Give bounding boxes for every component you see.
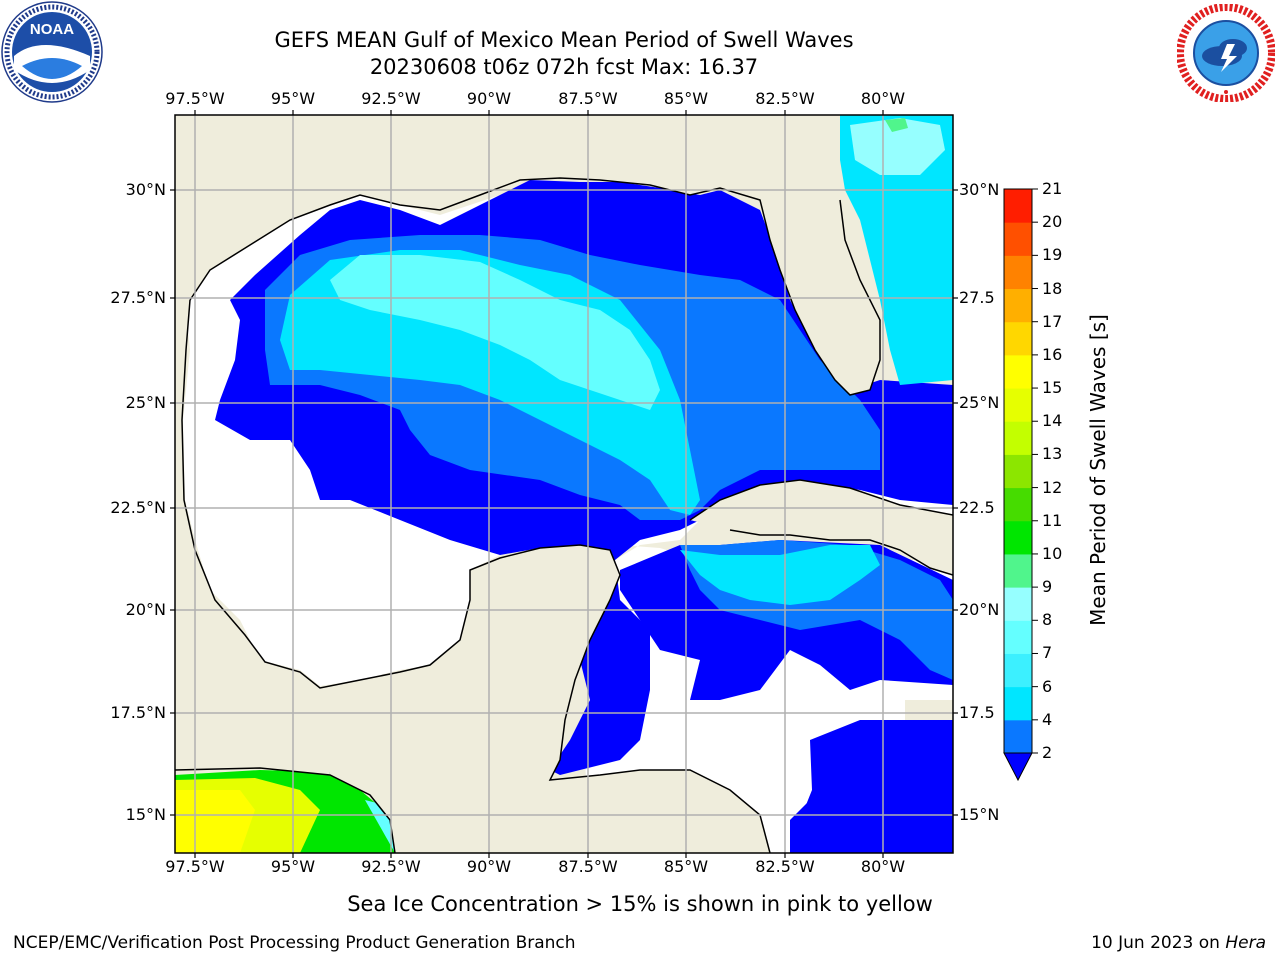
lon-tick-label: 85°W bbox=[663, 89, 709, 108]
colorbar-segment bbox=[1004, 421, 1032, 455]
colorbar-segment bbox=[1004, 487, 1032, 522]
us-gulf-coast-land bbox=[175, 115, 953, 300]
colorbar-tick-label: 19 bbox=[1042, 245, 1063, 265]
colorbar-tick-label: 9 bbox=[1042, 577, 1053, 597]
colorbar-tick-label: 6 bbox=[1042, 676, 1053, 696]
swell-4-6-area-caribbean bbox=[680, 545, 880, 605]
lat-tick-label: 15°N bbox=[125, 805, 166, 824]
colorbar-tick-label: 17 bbox=[1042, 311, 1063, 331]
lon-tick-label: 80°W bbox=[860, 857, 906, 876]
sea-ice-note-text: Sea Ice Concentration > 15% is shown in … bbox=[347, 892, 933, 916]
colorbar-segment bbox=[1004, 288, 1032, 323]
colorbar-extend-triangle bbox=[1003, 752, 1033, 782]
colorbar-tick-label: 15 bbox=[1042, 378, 1063, 398]
colorbar-tick-label: 10 bbox=[1042, 543, 1063, 563]
colorbar-segments bbox=[1004, 189, 1032, 754]
lat-tick-label: 22.5 bbox=[959, 498, 995, 517]
footer-machine: Hera bbox=[1225, 933, 1266, 953]
colorbar-tick-label: 18 bbox=[1042, 278, 1063, 298]
colorbar-segment bbox=[1004, 321, 1032, 356]
lat-tick-label: 20°N bbox=[125, 600, 166, 619]
axis-tick-marks bbox=[170, 110, 958, 858]
lat-tick-label: 25°N bbox=[125, 393, 166, 412]
colorbar-tick-label: 21 bbox=[1042, 179, 1063, 198]
colorbar-segment bbox=[1004, 222, 1032, 256]
lon-tick-label: 97.5°W bbox=[165, 857, 225, 876]
colorbar-segment bbox=[1004, 520, 1032, 555]
map-frame bbox=[174, 114, 954, 854]
noaa-logo: NOAA bbox=[1, 1, 103, 103]
colorbar-tick-label: 12 bbox=[1042, 477, 1063, 497]
colorbar-segment bbox=[1004, 454, 1032, 489]
map-subtitle: 20230608 t06z 072h fcst Max: 16.37 bbox=[369, 55, 759, 79]
lon-tick-label: 95°W bbox=[270, 89, 316, 108]
lon-tick-label: 87.5°W bbox=[558, 89, 618, 108]
lon-tick-label: 82.5°W bbox=[755, 857, 815, 876]
mexico-land bbox=[175, 300, 330, 775]
colorbar-segment bbox=[1004, 189, 1032, 223]
lat-tick-label: 20°N bbox=[959, 600, 1000, 619]
colorbar-tick-label: 4 bbox=[1042, 709, 1053, 729]
lon-tick-label: 82.5°W bbox=[755, 89, 815, 108]
lat-tick-label: 15°N bbox=[959, 805, 1000, 824]
colorbar-tick-label: 11 bbox=[1042, 510, 1063, 530]
colorbar-tick-label: 8 bbox=[1042, 610, 1053, 630]
swell-4-6-area-atlantic bbox=[840, 115, 953, 385]
colorbar-tick-label: 7 bbox=[1042, 643, 1053, 663]
nws-logo bbox=[1177, 4, 1275, 102]
colorbar-segment bbox=[1004, 620, 1032, 654]
lat-tick-label: 27.5 bbox=[959, 288, 995, 307]
colorbar-tick-label: 13 bbox=[1042, 444, 1063, 464]
colorbar-label-text: Mean Period of Swell Waves [s] bbox=[1086, 314, 1110, 626]
colorbar-segment bbox=[1004, 553, 1032, 588]
colorbar-segment bbox=[1004, 686, 1032, 721]
lon-tick-label: 92.5°W bbox=[361, 857, 421, 876]
swell-6-8-area bbox=[330, 255, 660, 410]
colorbar-segment bbox=[1004, 354, 1032, 389]
noaa-logo-text: NOAA bbox=[30, 21, 74, 38]
colorbar-tick-label: 14 bbox=[1042, 411, 1063, 431]
colorbar-tick-label: 16 bbox=[1042, 344, 1063, 364]
lat-tick-label: 27.5°N bbox=[110, 288, 166, 307]
sea-ice-note: Sea Ice Concentration > 15% is shown in … bbox=[0, 891, 1280, 917]
lat-tick-label: 17.5 bbox=[959, 703, 995, 722]
lon-tick-label: 80°W bbox=[860, 89, 906, 108]
map-title: GEFS MEAN Gulf of Mexico Mean Period of … bbox=[274, 28, 854, 52]
lon-tick-label: 85°W bbox=[663, 857, 709, 876]
yucatan-land bbox=[320, 545, 770, 853]
lat-tick-label: 17.5°N bbox=[110, 703, 166, 722]
graticule bbox=[175, 115, 953, 853]
lat-tick-label: 22.5°N bbox=[110, 498, 166, 517]
colorbar-frame bbox=[1003, 188, 1033, 754]
colorbar-ticks bbox=[1032, 188, 1038, 754]
cuba-land bbox=[690, 480, 953, 575]
lon-tick-label: 87.5°W bbox=[558, 857, 618, 876]
swell-lt2-area-se bbox=[790, 720, 953, 853]
lat-tick-label: 25°N bbox=[959, 393, 1000, 412]
lon-tick-label: 92.5°W bbox=[361, 89, 421, 108]
colorbar-tick-label: 20 bbox=[1042, 212, 1063, 232]
colorbar-segment bbox=[1004, 255, 1032, 290]
lon-tick-label: 90°W bbox=[466, 857, 512, 876]
swell-6-8-area-atlantic bbox=[850, 118, 945, 175]
lon-tick-label: 97.5°W bbox=[165, 89, 225, 108]
jamaica-land bbox=[905, 700, 953, 720]
lat-tick-label: 30°N bbox=[959, 180, 1000, 199]
lon-tick-label: 90°W bbox=[466, 89, 512, 108]
swell-9-10-spot bbox=[885, 118, 908, 132]
colorbar-segment bbox=[1004, 653, 1032, 688]
footer-date: 10 Jun 2023 on Hera bbox=[1091, 933, 1266, 953]
colorbar-segment bbox=[1004, 719, 1032, 754]
colorbar-tick-label: 2 bbox=[1042, 743, 1053, 762]
colorbar-segment bbox=[1004, 388, 1032, 422]
lat-tick-label: 30°N bbox=[125, 180, 166, 199]
footer-date-text: 10 Jun 2023 on bbox=[1091, 933, 1226, 953]
colorbar-segment bbox=[1004, 587, 1032, 621]
footer-credit: NCEP/EMC/Verification Post Processing Pr… bbox=[13, 933, 576, 953]
lon-tick-label: 95°W bbox=[270, 857, 316, 876]
